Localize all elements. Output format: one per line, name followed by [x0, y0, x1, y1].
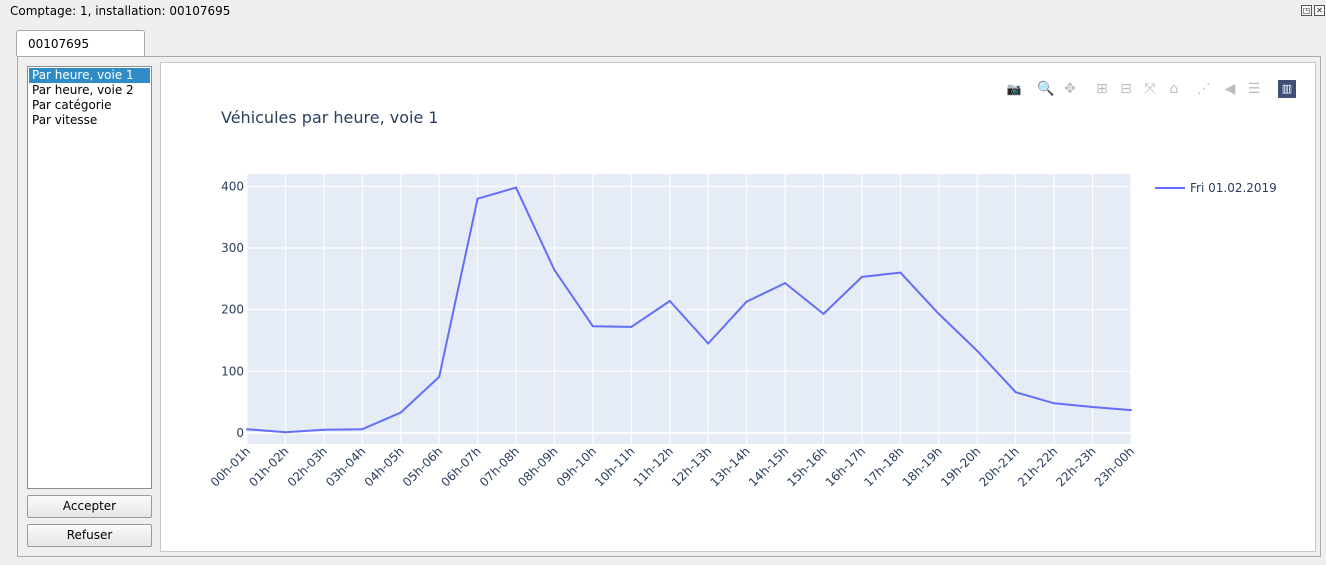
- x-tick-label: 01h-02h: [246, 444, 291, 489]
- x-tick-label: 03h-04h: [323, 444, 368, 489]
- autoscale-icon[interactable]: ⤧: [1144, 81, 1156, 97]
- data-point: [745, 300, 748, 303]
- tab-label: 00107695: [28, 37, 90, 51]
- close-icon[interactable]: ✕: [1314, 5, 1325, 16]
- data-point: [1130, 409, 1132, 412]
- camera-icon[interactable]: 📷: [1006, 82, 1022, 96]
- x-tick-label: 13h-14h: [707, 444, 752, 489]
- y-tick-label: 0: [236, 426, 244, 440]
- window-titlebar: Comptage: 1, installation: 00107695 ◳ ✕: [0, 0, 1326, 24]
- data-point: [860, 275, 863, 278]
- x-tick-label: 23h-00h: [1092, 444, 1137, 489]
- x-tick-label: 19h-20h: [938, 444, 983, 489]
- data-point: [630, 325, 633, 328]
- data-point: [1053, 402, 1056, 405]
- x-tick-label: 05h-06h: [400, 444, 445, 489]
- x-tick-label: 09h-10h: [554, 444, 599, 489]
- data-point: [784, 282, 787, 285]
- data-point: [822, 312, 825, 315]
- y-tick-label: 200: [221, 303, 244, 317]
- list-item-par-categorie[interactable]: Par catégorie: [32, 98, 112, 112]
- x-tick-label: 08h-09h: [515, 444, 560, 489]
- x-tick-label: 15h-16h: [784, 444, 829, 489]
- data-point: [284, 431, 287, 434]
- accept-button[interactable]: Accepter: [27, 495, 152, 518]
- reject-button[interactable]: Refuser: [27, 524, 152, 547]
- data-point: [438, 375, 441, 378]
- data-point: [937, 312, 940, 315]
- chart-type-list[interactable]: Par heure, voie 1 Par heure, voie 2 Par …: [27, 66, 152, 489]
- chart-title: Véhicules par heure, voie 1: [221, 108, 439, 127]
- zoom-icon[interactable]: 🔍: [1037, 81, 1055, 97]
- data-point: [591, 325, 594, 328]
- data-point: [515, 186, 518, 189]
- y-tick-label: 300: [221, 241, 244, 255]
- x-tick-label: 14h-15h: [746, 444, 791, 489]
- x-tick-label: 06h-07h: [438, 444, 483, 489]
- list-item-par-vitesse[interactable]: Par vitesse: [32, 113, 98, 127]
- tab-installation[interactable]: 00107695: [16, 30, 145, 56]
- x-tick-label: 20h-21h: [976, 444, 1021, 489]
- plotly-logo-icon[interactable]: ▥: [1278, 80, 1296, 98]
- data-point: [976, 349, 979, 352]
- y-tick-label: 100: [221, 364, 244, 378]
- data-point: [553, 269, 556, 272]
- x-tick-label: 07h-08h: [477, 444, 522, 489]
- data-point: [246, 428, 248, 431]
- data-point: [899, 271, 902, 274]
- x-tick-label: 21h-22h: [1015, 444, 1060, 489]
- window-title: Comptage: 1, installation: 00107695: [10, 4, 231, 18]
- plot-area: [247, 174, 1131, 444]
- y-tick-label: 400: [221, 179, 244, 193]
- zoom-out-icon[interactable]: ⊟: [1120, 81, 1132, 97]
- data-point: [707, 342, 710, 345]
- x-tick-label: 12h-13h: [669, 444, 714, 489]
- list-item-par-heure-voie-2[interactable]: Par heure, voie 2: [32, 83, 134, 97]
- x-tick-label: 02h-03h: [285, 444, 330, 489]
- restore-icon[interactable]: ◳: [1301, 5, 1312, 16]
- reset-axes-icon[interactable]: ⌂: [1169, 81, 1179, 97]
- data-point: [399, 411, 402, 414]
- legend-label[interactable]: Fri 01.02.2019: [1190, 181, 1277, 195]
- data-point: [1014, 391, 1017, 394]
- hover-closest-icon[interactable]: ◀: [1224, 81, 1236, 97]
- x-tick-label: 00h-01h: [208, 444, 253, 489]
- data-point: [476, 197, 479, 200]
- x-tick-label: 04h-05h: [362, 444, 407, 489]
- list-item-par-heure-voie-1[interactable]: Par heure, voie 1: [29, 68, 150, 83]
- pan-icon[interactable]: ✥: [1064, 81, 1076, 97]
- data-point: [361, 428, 364, 431]
- spike-lines-icon[interactable]: ⋰: [1197, 81, 1211, 97]
- zoom-in-icon[interactable]: ⊞: [1096, 81, 1108, 97]
- x-tick-label: 11h-12h: [631, 444, 676, 489]
- x-tick-label: 10h-11h: [592, 444, 637, 489]
- hover-compare-icon[interactable]: ☰: [1247, 81, 1261, 97]
- data-point: [1091, 406, 1094, 409]
- x-tick-label: 17h-18h: [861, 444, 906, 489]
- series-line: [246, 186, 1132, 434]
- data-point: [668, 299, 671, 302]
- x-tick-label: 18h-19h: [900, 444, 945, 489]
- x-tick-label: 22h-23h: [1053, 444, 1098, 489]
- data-point: [322, 428, 325, 431]
- x-tick-label: 16h-17h: [823, 444, 868, 489]
